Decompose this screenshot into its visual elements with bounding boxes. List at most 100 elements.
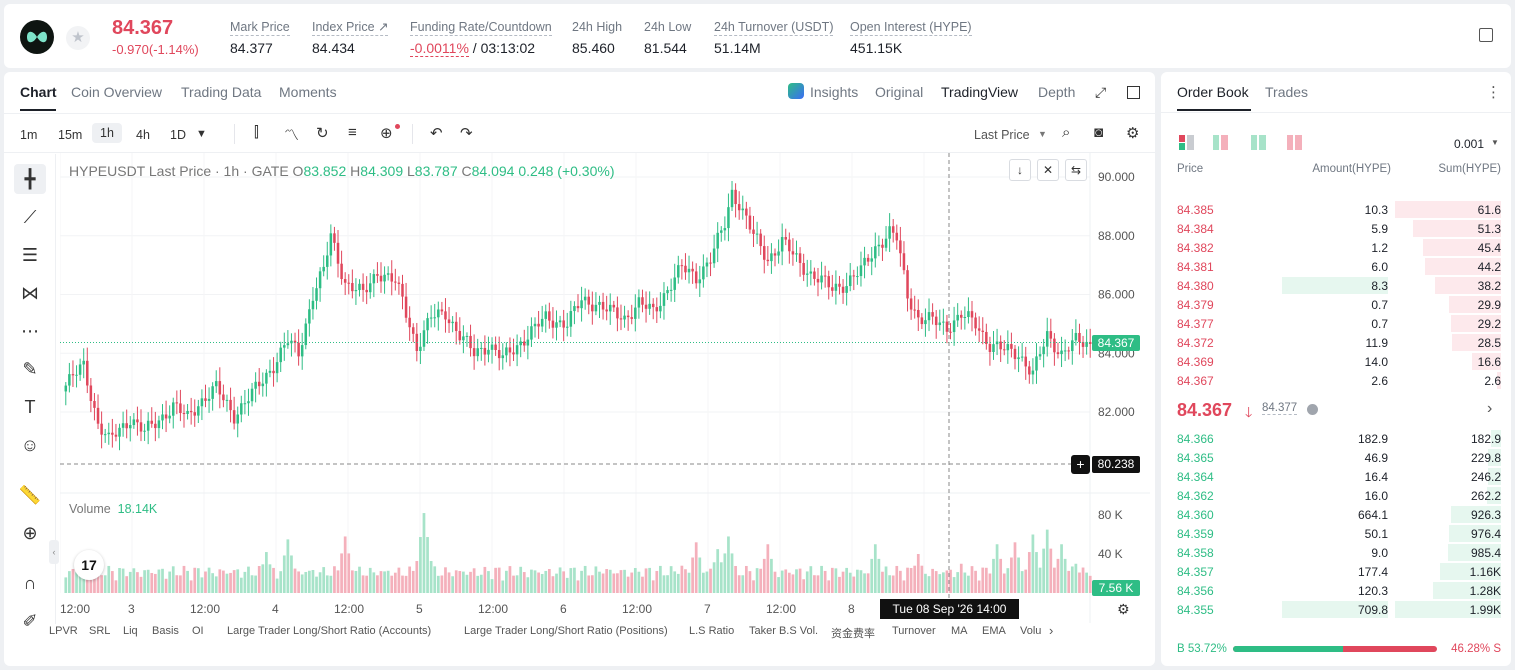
view-both-icon[interactable] — [1179, 135, 1195, 151]
tab-trading-data[interactable]: Trading Data — [181, 84, 262, 100]
indicator-ls-ratio[interactable]: L.S Ratio — [689, 625, 735, 637]
settings-toggle-icon[interactable]: ⇆ — [1065, 159, 1087, 181]
magnet-icon[interactable]: ∩ — [23, 573, 37, 593]
bid-row[interactable]: 84.364 16.4 246.2 — [1161, 467, 1511, 486]
arrow-down-icon[interactable]: ↓ — [1009, 159, 1031, 181]
layout-icon[interactable]: ≡ — [348, 124, 357, 141]
pencil-icon[interactable]: ✐ — [22, 611, 38, 631]
favorite-star-icon[interactable]: ★ — [66, 26, 90, 50]
tradingview-logo[interactable]: 17 — [74, 550, 104, 580]
timeframe-1h[interactable]: 1h — [92, 123, 122, 143]
book-icon[interactable] — [1479, 28, 1493, 42]
ask-row[interactable]: 84.367 2.6 2.6 — [1161, 371, 1511, 390]
bid-row[interactable]: 84.359 50.1 976.4 — [1161, 524, 1511, 543]
tab-coin-overview[interactable]: Coin Overview — [71, 84, 163, 100]
timeframe-4h[interactable]: 4h — [136, 128, 150, 142]
bid-row[interactable]: 84.365 46.9 229.8 — [1161, 448, 1511, 467]
tab-insights[interactable]: Insights — [810, 84, 859, 100]
indicator-oi[interactable]: OI — [192, 625, 204, 637]
indicator-funding[interactable]: 资金费率 — [831, 628, 875, 640]
ask-row[interactable]: 84.382 1.2 45.4 — [1161, 238, 1511, 257]
timeframe-1m[interactable]: 1m — [20, 128, 38, 142]
add-alert-icon[interactable]: + — [1071, 455, 1090, 474]
bid-row[interactable]: 84.355 709.8 1.99K — [1161, 600, 1511, 619]
chevron-right-icon[interactable]: › — [1487, 400, 1493, 417]
bid-row[interactable]: 84.358 9.0 985.4 — [1161, 543, 1511, 562]
ask-row[interactable]: 84.369 14.0 16.6 — [1161, 352, 1511, 371]
indicator-lt-positions[interactable]: Large Trader Long/Short Ratio (Positions… — [464, 625, 668, 637]
indicator-lt-accounts[interactable]: Large Trader Long/Short Ratio (Accounts) — [227, 625, 432, 637]
zoom-icon[interactable]: ⊕ — [22, 523, 38, 543]
ask-row[interactable]: 84.380 8.3 38.2 — [1161, 276, 1511, 295]
chevron-right-icon[interactable]: › — [1049, 623, 1054, 638]
timeframe-dropdown-icon[interactable]: ▼ — [196, 128, 207, 140]
indicator-taker-vol[interactable]: Taker B.S Vol. — [749, 625, 819, 637]
more-icon[interactable]: ⋮ — [1486, 84, 1501, 101]
redo-icon[interactable]: ↷ — [460, 125, 473, 142]
bid-row[interactable]: 84.356 120.3 1.28K — [1161, 581, 1511, 600]
indicator-volume[interactable]: Volu — [1020, 625, 1042, 637]
bid-row[interactable]: 84.362 16.0 262.2 — [1161, 486, 1511, 505]
gear-icon[interactable]: ⚙ — [1126, 125, 1140, 142]
timeframe-15m[interactable]: 15m — [58, 128, 83, 142]
emoji-icon[interactable]: ☺ — [20, 435, 40, 455]
tab-depth[interactable]: Depth — [1038, 84, 1076, 100]
brush-icon[interactable]: ✎ — [22, 359, 38, 379]
tab-trades[interactable]: Trades — [1265, 84, 1309, 100]
expand-icon[interactable]: ⤢ — [1095, 84, 1107, 100]
indicator-liq[interactable]: Liq — [123, 625, 138, 637]
turnover-label[interactable]: 24h Turnover (USDT) — [714, 20, 834, 36]
tab-tradingview[interactable]: TradingView — [941, 84, 1019, 100]
replay-icon[interactable]: ↻ — [316, 125, 329, 142]
mark-price-label[interactable]: Mark Price — [230, 20, 290, 36]
view-split-icon[interactable] — [1213, 135, 1229, 151]
ask-row[interactable]: 84.379 0.7 29.9 — [1161, 295, 1511, 314]
trendline-icon[interactable]: ⟋ — [23, 207, 37, 227]
ask-row[interactable]: 84.381 6.0 44.2 — [1161, 257, 1511, 276]
add-indicator-icon[interactable]: ⊕ — [380, 125, 393, 142]
indicators-icon[interactable]: 〽 — [284, 127, 300, 144]
funding-label[interactable]: Funding Rate/Countdown — [410, 20, 552, 36]
timeframe-1d[interactable]: 1D — [170, 128, 186, 142]
window-icon[interactable] — [1127, 86, 1140, 99]
chevron-down-icon[interactable]: ▼ — [1491, 138, 1499, 147]
ask-row[interactable]: 84.384 5.9 51.3 — [1161, 219, 1511, 238]
bid-row[interactable]: 84.360 664.1 926.3 — [1161, 505, 1511, 524]
precision-select[interactable]: 0.001 — [1454, 137, 1485, 151]
ruler-icon[interactable]: 📏 — [18, 485, 42, 505]
collapse-icon[interactable]: ✕ — [1037, 159, 1059, 181]
indicator-lpvr[interactable]: LPVR — [49, 625, 78, 637]
search-icon[interactable]: ⌕ — [1062, 124, 1071, 141]
indicator-basis[interactable]: Basis — [152, 625, 179, 637]
tab-moments[interactable]: Moments — [279, 84, 337, 100]
indicator-turnover[interactable]: Turnover — [892, 625, 936, 637]
chart-settings-icon[interactable]: ⚙ — [1117, 601, 1130, 617]
bid-row[interactable]: 84.357 177.4 1.16K — [1161, 562, 1511, 581]
crosshair-icon[interactable]: ╋ — [14, 164, 46, 194]
tab-chart[interactable]: Chart — [20, 84, 57, 100]
prediction-icon[interactable]: ⋯ — [21, 321, 39, 341]
bid-row[interactable]: 84.366 182.9 182.9 — [1161, 429, 1511, 448]
tab-original[interactable]: Original — [875, 84, 924, 100]
ask-row[interactable]: 84.385 10.3 61.6 — [1161, 200, 1511, 219]
indicator-ma[interactable]: MA — [951, 625, 968, 637]
view-asks-icon[interactable] — [1287, 135, 1303, 151]
indicator-ema[interactable]: EMA — [982, 625, 1006, 637]
pattern-icon[interactable]: ⋈ — [21, 283, 39, 303]
oi-label[interactable]: Open Interest (HYPE) — [850, 20, 972, 36]
ask-row[interactable]: 84.372 11.9 28.5 — [1161, 333, 1511, 352]
index-price-label[interactable]: Index Price ↗ — [312, 20, 389, 36]
candles-icon[interactable]: ⫿ — [254, 124, 259, 141]
collapse-toolbar-icon[interactable]: ‹ — [49, 540, 59, 564]
tab-order-book[interactable]: Order Book — [1177, 84, 1249, 100]
ask-row[interactable]: 84.377 0.7 29.2 — [1161, 314, 1511, 333]
camera-icon[interactable]: ◙ — [1094, 124, 1104, 141]
view-bids-icon[interactable] — [1251, 135, 1267, 151]
price-source-select[interactable]: Last Price — [974, 128, 1030, 142]
text-icon[interactable]: T — [24, 397, 36, 417]
chevron-down-icon[interactable]: ▼ — [1038, 129, 1047, 139]
fib-lines-icon[interactable]: ☰ — [21, 245, 39, 265]
indicator-srl[interactable]: SRL — [89, 625, 111, 637]
undo-icon[interactable]: ↶ — [430, 125, 443, 142]
